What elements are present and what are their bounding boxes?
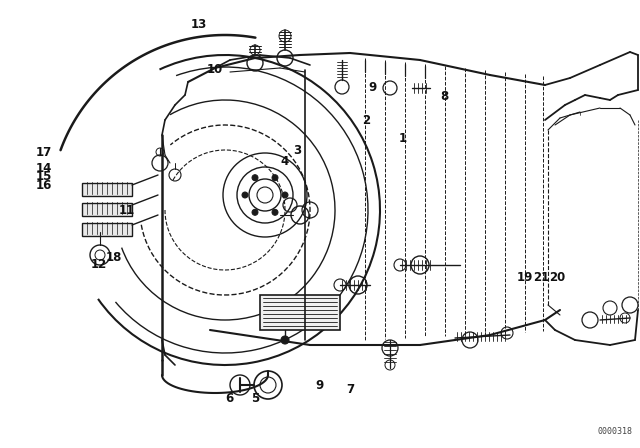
- FancyBboxPatch shape: [82, 183, 132, 196]
- Text: 19: 19: [516, 271, 533, 284]
- Text: 17: 17: [35, 146, 52, 159]
- Text: 10: 10: [206, 63, 223, 76]
- Text: 12: 12: [91, 258, 108, 271]
- Circle shape: [272, 175, 278, 181]
- Text: 1: 1: [399, 132, 407, 146]
- Circle shape: [272, 209, 278, 215]
- Text: 18: 18: [106, 251, 122, 264]
- Text: 16: 16: [35, 179, 52, 193]
- Text: 4: 4: [281, 155, 289, 168]
- Text: 7: 7: [347, 383, 355, 396]
- Text: 5: 5: [251, 392, 259, 405]
- Text: 13: 13: [190, 18, 207, 31]
- Text: 8: 8: [441, 90, 449, 103]
- Text: 20: 20: [548, 271, 565, 284]
- Polygon shape: [260, 295, 340, 330]
- Text: 15: 15: [35, 170, 52, 184]
- Text: 21: 21: [532, 271, 549, 284]
- Text: 3: 3: [294, 143, 301, 157]
- FancyBboxPatch shape: [82, 203, 132, 216]
- Text: 11: 11: [118, 204, 135, 217]
- Text: 6: 6: [225, 392, 233, 405]
- Circle shape: [282, 192, 288, 198]
- Text: 9: 9: [369, 81, 376, 94]
- Circle shape: [281, 336, 289, 344]
- FancyBboxPatch shape: [82, 223, 132, 236]
- Circle shape: [252, 209, 258, 215]
- Circle shape: [242, 192, 248, 198]
- Text: 0000318: 0000318: [597, 427, 632, 436]
- Text: 2: 2: [362, 114, 370, 128]
- Text: 9: 9: [316, 379, 324, 392]
- Text: 14: 14: [35, 161, 52, 175]
- Circle shape: [252, 175, 258, 181]
